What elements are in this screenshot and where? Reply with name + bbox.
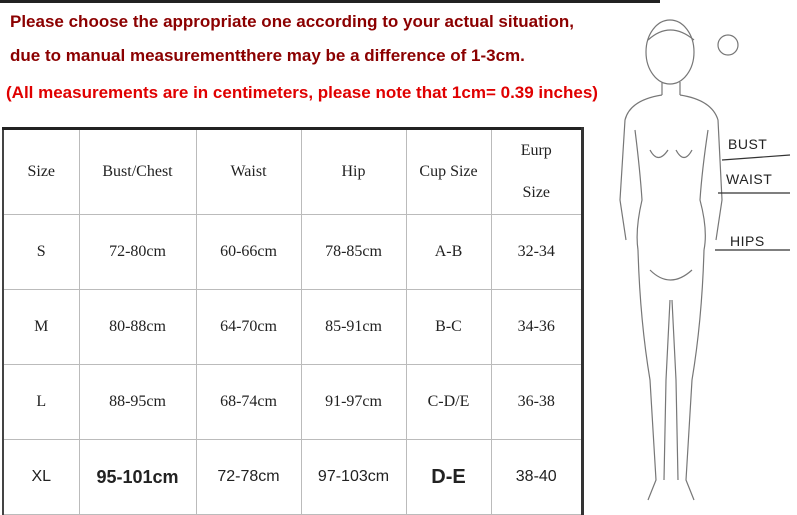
woman-silhouette-icon — [619, 19, 791, 501]
cell: S — [2, 214, 80, 290]
cell: B-C — [405, 289, 492, 365]
cell: A-B — [405, 214, 492, 290]
cell: 72-78cm — [195, 439, 302, 515]
table-row: L 88-95cm 68-74cm 91-97cm C-D/E 36-38 — [2, 364, 583, 440]
top-border — [0, 0, 660, 3]
cell: XL — [2, 439, 80, 515]
header-waist: Waist — [195, 128, 302, 215]
cell: 32-34 — [490, 214, 583, 290]
cell: C-D/E — [405, 364, 492, 440]
cell: 64-70cm — [195, 289, 302, 365]
cell: 88-95cm — [78, 364, 197, 440]
header-eurp: Eurp — [520, 142, 552, 159]
header-eurp-size-word: Size — [522, 184, 551, 201]
cell: 72-80cm — [78, 214, 197, 290]
cell: 80-88cm — [78, 289, 197, 365]
header-bust: Bust/Chest — [78, 128, 197, 215]
cell: 38-40 — [490, 439, 583, 515]
cell: L — [2, 364, 80, 440]
table-row: M 80-88cm 64-70cm 85-91cm B-C 34-36 — [2, 289, 583, 365]
table-row: S 72-80cm 60-66cm 78-85cm A-B 32-34 — [2, 214, 583, 290]
notice-line-1: Please choose the appropriate one accord… — [10, 12, 574, 31]
cell: 97-103cm — [300, 439, 407, 515]
header-eurp-size: Eurp Size — [490, 128, 583, 215]
waist-label: WAIST — [726, 171, 773, 187]
cell: 78-85cm — [300, 214, 407, 290]
cell: 60-66cm — [195, 214, 302, 290]
body-figure: BUST WAIST HIPS — [590, 0, 797, 509]
table-row: XL 95-101cm 72-78cm 97-103cm D-E 38-40 — [2, 439, 583, 515]
cell: 36-38 — [490, 364, 583, 440]
cell: M — [2, 289, 80, 365]
notice-line-3: (All measurements are in centimeters, pl… — [6, 83, 598, 102]
bust-label: BUST — [728, 136, 768, 152]
header-hip: Hip — [300, 128, 407, 215]
header-row: Size Bust/Chest Waist Hip Cup Size Eurp S… — [2, 128, 583, 215]
cell: 95-101cm — [78, 439, 197, 515]
header-cup: Cup Size — [405, 128, 492, 215]
cell: D-E — [405, 439, 492, 515]
cell: 91-97cm — [300, 364, 407, 440]
hips-label: HIPS — [730, 233, 765, 249]
cell: 68-74cm — [195, 364, 302, 440]
notice-line-2: due to manual measurementŧhere may be a … — [10, 46, 525, 65]
size-chart-table: Size Bust/Chest Waist Hip Cup Size Eurp S… — [2, 127, 584, 515]
cell: 85-91cm — [300, 289, 407, 365]
header-size: Size — [2, 128, 80, 215]
cell: 34-36 — [490, 289, 583, 365]
